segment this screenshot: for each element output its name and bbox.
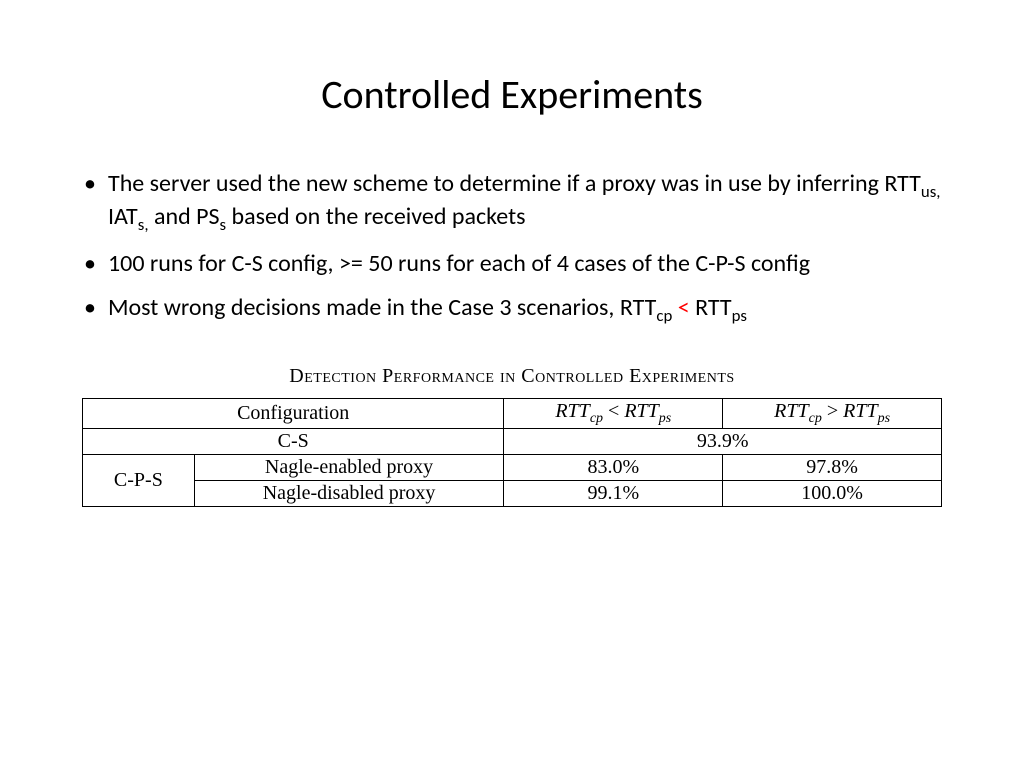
bullet-1-mid2: and PS xyxy=(149,202,220,231)
hdr2-sub2: ps xyxy=(878,411,890,426)
bullet-3-sub2: ps xyxy=(732,304,747,325)
cell-cps: C-P-S xyxy=(83,455,195,507)
slide-title: Controlled Experiments xyxy=(80,70,944,119)
hdr1-sub2: ps xyxy=(659,411,671,426)
cell-nagle-enabled: Nagle-enabled proxy xyxy=(194,455,504,481)
hdr1-var2: RTT xyxy=(624,400,658,422)
cell-nagle-en-v2: 97.8% xyxy=(723,455,942,481)
bullet-1-sub2: s, xyxy=(138,214,149,235)
cell-nagle-disabled: Nagle-disabled proxy xyxy=(194,481,504,507)
hdr-rtt-gt: RTTcp > RTTps xyxy=(723,399,942,429)
hdr1-op: < xyxy=(603,400,624,422)
hdr2-op: > xyxy=(822,400,843,422)
bullet-1-text-pre: The server used the new scheme to determ… xyxy=(108,169,921,198)
cell-nagle-dis-v2: 100.0% xyxy=(723,481,942,507)
hdr2-var2: RTT xyxy=(843,400,877,422)
bullet-1-post: based on the received packets xyxy=(226,202,525,231)
slide: Controlled Experiments The server used t… xyxy=(0,0,1024,768)
cell-cs-val: 93.9% xyxy=(504,429,942,455)
table-caption: Detection Performance in Controlled Expe… xyxy=(80,365,944,388)
bullet-1: The server used the new scheme to determ… xyxy=(80,169,944,235)
performance-table: Configuration RTTcp < RTTps RTTcp > RTTp… xyxy=(82,398,942,507)
hdr2-var1: RTT xyxy=(774,400,808,422)
bullet-3-lt: < xyxy=(672,293,695,322)
bullet-3-sub1: cp xyxy=(656,304,672,325)
cell-nagle-dis-v1: 99.1% xyxy=(504,481,723,507)
table-section: Detection Performance in Controlled Expe… xyxy=(80,365,944,507)
bullet-3-mid: RTT xyxy=(695,293,732,322)
table-row: C-S 93.9% xyxy=(83,429,942,455)
bullet-1-sub1: us, xyxy=(921,181,941,202)
bullet-3-pre: Most wrong decisions made in the Case 3 … xyxy=(108,293,656,322)
bullet-3: Most wrong decisions made in the Case 3 … xyxy=(80,293,944,326)
table-row: C-P-S Nagle-enabled proxy 83.0% 97.8% xyxy=(83,455,942,481)
bullet-list: The server used the new scheme to determ… xyxy=(80,169,944,325)
hdr1-sub1: cp xyxy=(590,411,603,426)
table-row: Nagle-disabled proxy 99.1% 100.0% xyxy=(83,481,942,507)
hdr-rtt-lt: RTTcp < RTTps xyxy=(504,399,723,429)
hdr2-sub1: cp xyxy=(809,411,822,426)
hdr1-var1: RTT xyxy=(555,400,589,422)
table-header-row: Configuration RTTcp < RTTps RTTcp > RTTp… xyxy=(83,399,942,429)
cell-nagle-en-v1: 83.0% xyxy=(504,455,723,481)
cell-cs: C-S xyxy=(83,429,504,455)
bullet-2: 100 runs for C-S config, >= 50 runs for … xyxy=(80,249,944,279)
hdr-configuration: Configuration xyxy=(83,399,504,429)
bullet-1-mid1: IAT xyxy=(108,202,138,231)
